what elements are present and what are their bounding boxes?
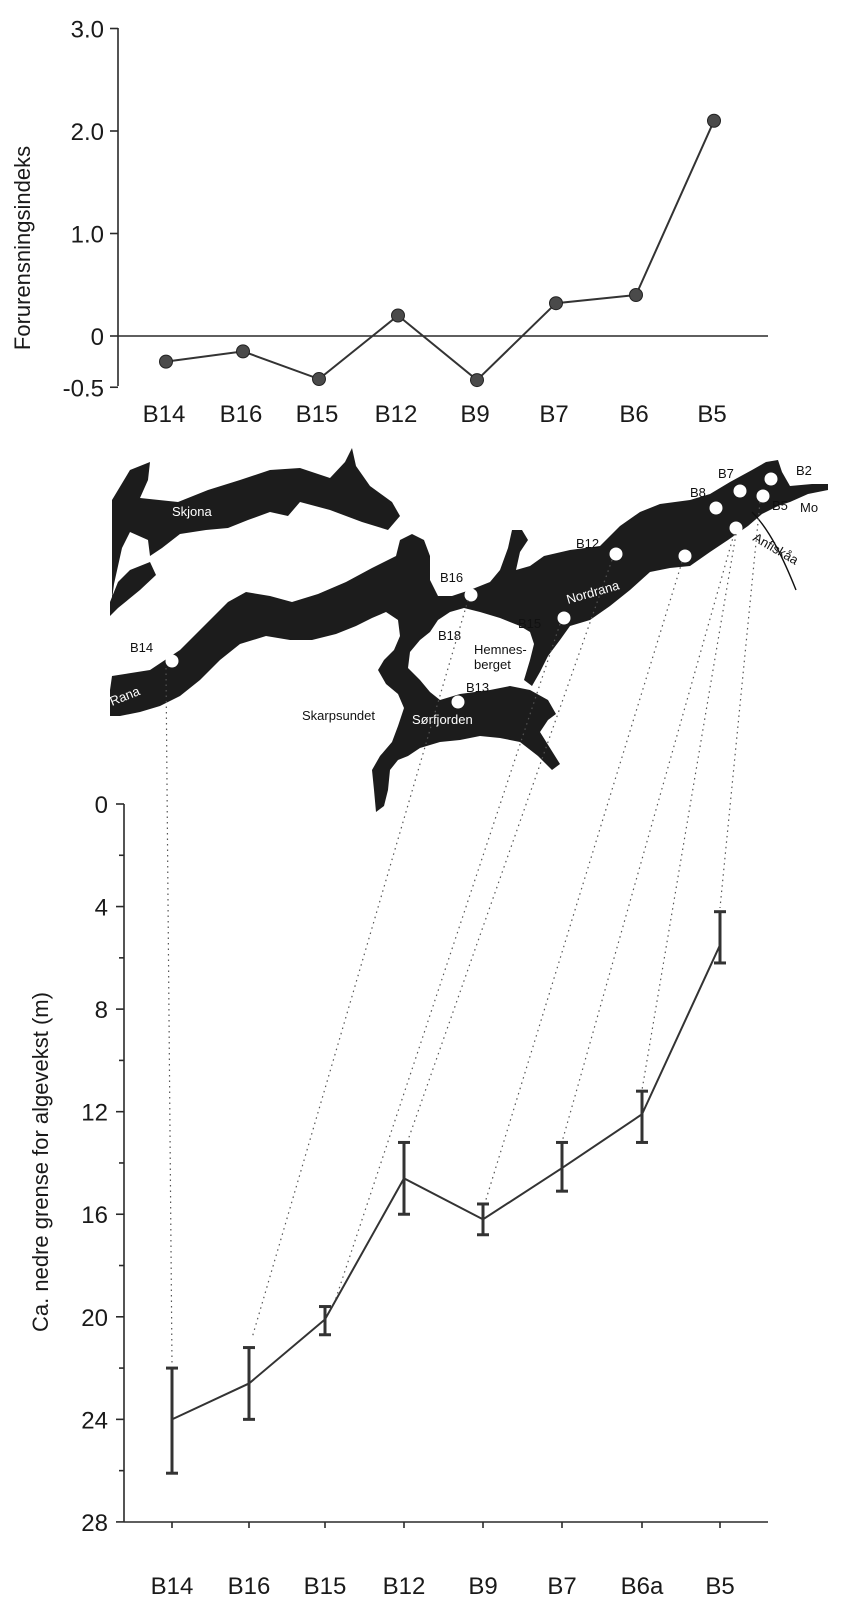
bottom-x-tick-label: B5 [705, 1573, 734, 1600]
top-y-ticks: 3.0 2.0 1.0 0 -0.5 [63, 17, 118, 402]
connector-b5 [719, 501, 761, 909]
map-label-skjona: Skjona [172, 504, 213, 519]
map-label-hemnes-line2: berget [474, 657, 511, 672]
connector-b15 [333, 623, 561, 1305]
top-y-tick-label: 3.0 [71, 17, 104, 44]
top-x-tick-label: B15 [296, 401, 339, 428]
map-skjona-lower [110, 562, 156, 616]
bottom-series-line [171, 944, 721, 1421]
connector-b6a [641, 533, 737, 1091]
top-point-b14 [159, 354, 173, 369]
top-x-ticks: B14 B16 B15 B12 B9 B7 B6 B5 [143, 401, 727, 428]
map-label-hemnes-line1: Hemnes- [474, 642, 527, 657]
station-label-b12: B12 [576, 536, 599, 551]
map-label-skarpsundet: Skarpsundet [302, 708, 375, 723]
station-label-b6: B6 [722, 542, 738, 557]
connector-b14 [165, 667, 173, 1365]
bottom-x-tick-label: B16 [228, 1573, 271, 1600]
top-point-b5 [707, 113, 721, 128]
station-label-b15: B15 [518, 616, 541, 631]
top-x-tick-label: B7 [539, 401, 568, 428]
station-b13-dot [451, 695, 465, 709]
bottom-y-axis-title: Ca. nedre grense for algevekst (m) [28, 992, 53, 1332]
connector-b9 [483, 561, 683, 1207]
station-b18-dot [436, 630, 448, 642]
bottom-x-tick-label: B15 [304, 1573, 347, 1600]
map-label-mo: Mo [800, 500, 818, 515]
bottom-y-tick-label: 20 [81, 1305, 108, 1332]
bottom-y-ticks: 0 4 8 12 16 20 24 28 [81, 792, 124, 1537]
top-y-tick-label: -0.5 [63, 375, 104, 402]
bottom-y-tick-label: 28 [81, 1510, 108, 1537]
station-b2-dot [764, 472, 778, 486]
top-series-points [159, 113, 721, 388]
station-label-b16: B16 [440, 570, 463, 585]
map-label-sorfjorden: Sørfjorden [412, 712, 473, 727]
bottom-x-tick-label: B14 [151, 1573, 194, 1600]
top-x-tick-label: B6 [619, 401, 648, 428]
station-label-b14: B14 [130, 640, 153, 655]
bottom-x-tick-label: B12 [383, 1573, 426, 1600]
bottom-y-tick-label: 12 [81, 1100, 108, 1127]
map-island-b18 [422, 636, 436, 650]
station-label-b5: B5 [772, 498, 788, 513]
bottom-x-tick-label: B6a [621, 1573, 664, 1600]
station-b16-dot [464, 588, 478, 602]
station-b5-dot [756, 489, 770, 503]
station-b6-dot [729, 521, 743, 535]
map-rana-water [110, 460, 828, 812]
top-x-tick-label: B5 [697, 401, 726, 428]
connector-b7 [561, 533, 735, 1143]
bottom-x-ticks: B14 B16 B15 B12 B9 B7 B6a B5 [151, 1522, 735, 1600]
bottom-x-tick-label: B9 [468, 1573, 497, 1600]
top-x-tick-label: B9 [460, 401, 489, 428]
top-x-tick-label: B12 [375, 401, 418, 428]
bottom-y-tick-label: 8 [95, 997, 108, 1024]
top-point-b6 [629, 288, 643, 302]
bottom-error-bars [166, 910, 726, 1475]
bottom-y-tick-label: 16 [81, 1202, 108, 1229]
top-point-b9 [470, 373, 484, 388]
station-b9-dot [678, 549, 692, 563]
station-b15-dot [557, 611, 571, 625]
top-point-b16 [236, 344, 250, 359]
top-chart: 3.0 2.0 1.0 0 -0.5 B14 B16 B15 B12 B9 B7 B6 B5 Foru… [10, 17, 768, 428]
top-point-b15 [312, 372, 326, 387]
top-y-tick-label: 1.0 [71, 222, 104, 249]
top-y-tick-label: 2.0 [71, 119, 104, 146]
bottom-x-tick-label: B7 [547, 1573, 576, 1600]
bottom-chart: 0 4 8 12 16 20 24 28 B14 B16 B15 B12 B9 B7 B6a B5 Ca. … [28, 792, 768, 1600]
bottom-y-tick-label: 24 [81, 1407, 108, 1434]
station-b12-dot [609, 547, 623, 561]
station-b8-dot [709, 501, 723, 515]
map-skjona-water [112, 448, 400, 600]
top-y-axis-title: Forurensningsindeks [10, 146, 35, 350]
map-label-hemnesberget: Hemnes-berget [474, 642, 527, 672]
station-b14-dot [165, 654, 179, 668]
station-label-b18: B18 [438, 628, 461, 643]
top-point-b7 [549, 296, 563, 311]
station-b7-dot [733, 484, 747, 498]
station-label-b9: B9 [676, 566, 692, 581]
top-y-tick-label: 0 [91, 324, 104, 351]
station-label-b8: B8 [690, 485, 706, 500]
top-x-tick-label: B16 [220, 401, 263, 428]
map-to-chart-connectors [165, 501, 761, 1365]
fjord-map: Skjona Rana Nordrana Sørfjorden Skarpsun… [108, 448, 828, 812]
top-point-b12 [391, 308, 405, 323]
bottom-y-tick-label: 0 [95, 792, 108, 819]
top-series-line [165, 120, 715, 382]
bottom-y-tick-label: 4 [95, 895, 108, 922]
station-label-b2: B2 [796, 463, 812, 478]
map-river [751, 511, 797, 591]
station-label-b7: B7 [718, 466, 734, 481]
connector-b12 [407, 559, 613, 1141]
map-label-anfiskaa: Anfiskåa [751, 530, 802, 568]
station-label-b13: B13 [466, 680, 489, 695]
top-x-tick-label: B14 [143, 401, 186, 428]
